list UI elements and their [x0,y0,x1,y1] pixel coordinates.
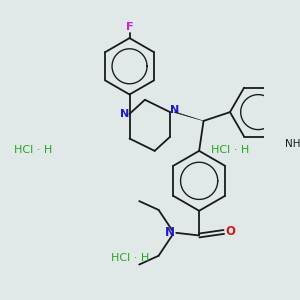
Text: NH: NH [285,139,300,148]
Text: N: N [120,109,129,119]
Text: N: N [170,105,179,115]
Text: O: O [226,225,236,239]
Polygon shape [174,112,203,121]
Text: N: N [165,226,175,239]
Text: HCl · H: HCl · H [211,145,249,155]
Text: HCl · H: HCl · H [111,253,149,262]
Text: H: H [299,135,300,144]
Text: HCl · H: HCl · H [14,145,52,155]
Text: F: F [126,22,133,32]
